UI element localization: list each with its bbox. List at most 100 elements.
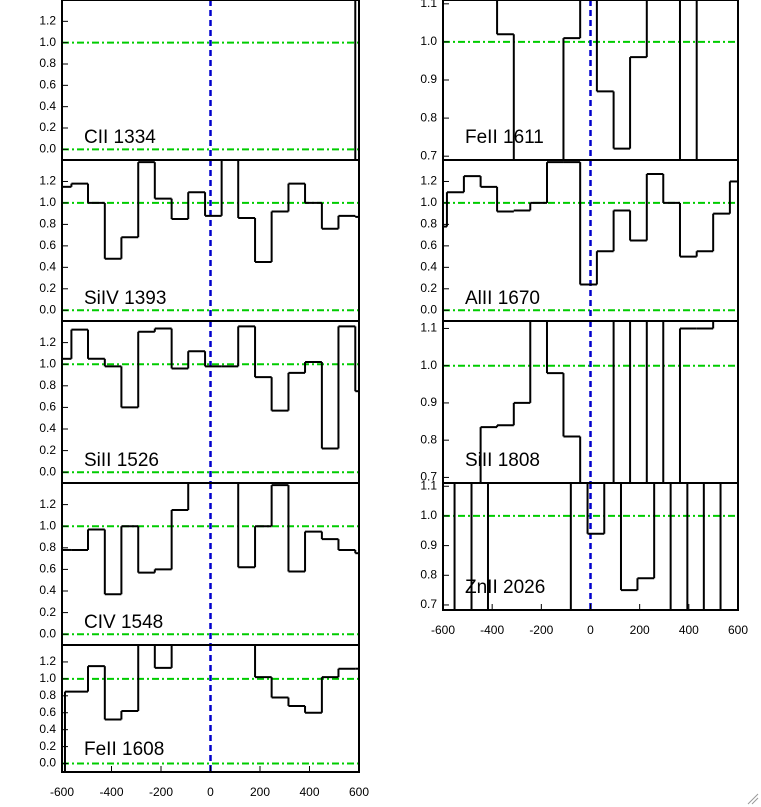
panel-label: FeII 1608: [84, 739, 164, 760]
y-tick-label: 0.8: [420, 217, 437, 231]
x-tick-label: -200: [149, 785, 173, 799]
y-tick-label: 1.2: [39, 174, 56, 188]
y-tick-label: 0.6: [39, 400, 56, 414]
resize-handle: [747, 793, 759, 805]
panel-label: AlII 1670: [465, 288, 540, 309]
plot-area: [62, 483, 359, 645]
y-tick-label: 0.0: [39, 142, 56, 156]
y-tick-label: 0.4: [39, 421, 56, 435]
x-tick-label: 600: [728, 623, 748, 637]
y-tick-label: 0.0: [420, 302, 437, 316]
y-tick-label: 0.2: [39, 739, 56, 753]
y-tick-label: 1.1: [420, 478, 437, 492]
panel-label: ZnII 2026: [465, 577, 545, 598]
y-tick-label: 0.4: [420, 260, 437, 274]
y-tick-label: 1.0: [39, 35, 56, 49]
y-tick-label: 0.2: [420, 281, 437, 295]
y-tick-label: 0.0: [39, 756, 56, 770]
panel-label: FeII 1611: [465, 127, 544, 148]
y-tick-label: 0.4: [39, 722, 56, 736]
x-tick-label: 200: [250, 785, 270, 799]
y-tick-label: 1.1: [420, 0, 437, 10]
plot-area: [62, 321, 359, 483]
x-tick-label: 400: [679, 623, 699, 637]
y-tick-label: 0.0: [39, 464, 56, 478]
y-tick-label: 0.2: [39, 605, 56, 619]
y-tick-label: 1.0: [39, 195, 56, 209]
y-tick-label: 0.8: [39, 56, 56, 70]
y-tick-label: 0.4: [39, 260, 56, 274]
x-tick-label: 0: [587, 623, 594, 637]
panel: 0.7 0.8 0.9 1.0 1.1 -600 -400 -200 0 200 400 600 ZnI…: [420, 478, 748, 637]
y-tick-label: 0.6: [39, 705, 56, 719]
plot-area: [443, 160, 738, 321]
y-tick-label: 0.8: [39, 378, 56, 392]
y-tick-label: 0.7: [420, 597, 437, 611]
panel: 0.0 0.2 0.4 0.6 0.8 1.0 1.2 CIV 1548: [39, 482, 360, 646]
y-tick-label: 1.2: [39, 335, 56, 349]
y-tick-label: 1.2: [39, 497, 56, 511]
panel-label: SiIV 1393: [84, 288, 166, 309]
y-tick-label: 0.9: [420, 395, 437, 409]
panel: 0.7 0.8 0.9 1.0 1.1 FeII 1611: [420, 0, 739, 162]
panel-label: SiII 1526: [84, 450, 159, 471]
panel: 0.0 0.2 0.4 0.6 0.8 1.0 1.2 -600 -400 -200 0 200 400…: [39, 644, 369, 799]
panel: 0.0 0.2 0.4 0.6 0.8 1.0 1.2 CII 1334: [39, 0, 360, 161]
x-tick-label: -600: [50, 785, 74, 799]
plot-area: [443, 0, 738, 160]
plot-area: [443, 483, 738, 610]
y-tick-label: 0.4: [39, 583, 56, 597]
x-tick-label: -200: [529, 623, 553, 637]
x-tick-label: -400: [480, 623, 504, 637]
y-tick-label: 0.4: [39, 99, 56, 113]
y-tick-label: 1.0: [39, 518, 56, 532]
y-tick-label: 0.7: [420, 470, 437, 484]
x-tick-label: -600: [431, 623, 455, 637]
y-tick-label: 0.8: [420, 432, 437, 446]
y-tick-label: 1.1: [420, 321, 437, 335]
y-tick-label: 1.2: [420, 174, 437, 188]
y-tick-label: 0.9: [420, 72, 437, 86]
y-tick-label: 0.6: [420, 238, 437, 252]
y-tick-label: 1.0: [420, 358, 437, 372]
y-tick-label: 1.0: [39, 671, 56, 685]
y-tick-label: 0.6: [39, 78, 56, 92]
x-tick-label: 600: [349, 785, 369, 799]
y-tick-label: 0.8: [420, 110, 437, 124]
panel: 0.7 0.8 0.9 1.0 1.1 SiII 1808: [420, 320, 739, 484]
y-tick-label: 0.2: [39, 443, 56, 457]
x-tick-label: 0: [207, 785, 214, 799]
x-tick-label: 200: [630, 623, 650, 637]
y-tick-label: 1.0: [39, 356, 56, 370]
x-tick-label: -400: [99, 785, 123, 799]
y-tick-label: 0.0: [39, 626, 56, 640]
y-tick-label: 1.0: [420, 195, 437, 209]
plot-area: [62, 0, 359, 160]
y-tick-label: 1.0: [420, 508, 437, 522]
y-tick-label: 0.6: [39, 238, 56, 252]
panel-label: CIV 1548: [84, 612, 163, 633]
y-tick-label: 1.0: [420, 34, 437, 48]
plot-area: [62, 645, 359, 772]
panel: 0.0 0.2 0.4 0.6 0.8 1.0 1.2 SiIV 1393: [39, 159, 360, 322]
y-tick-label: 0.9: [420, 538, 437, 552]
x-tick-label: 400: [299, 785, 319, 799]
panel: 0.0 0.2 0.4 0.6 0.8 1.0 1.2 SiII 1526: [39, 320, 360, 484]
y-tick-label: 0.2: [39, 120, 56, 134]
y-tick-label: 0.2: [39, 281, 56, 295]
y-tick-label: 1.2: [39, 14, 56, 28]
panel: 0.0 0.2 0.4 0.6 0.8 1.0 1.2 AlII 1670: [420, 159, 739, 322]
y-tick-label: 0.0: [39, 302, 56, 316]
y-tick-label: 1.2: [39, 654, 56, 668]
y-tick-label: 0.8: [39, 217, 56, 231]
y-tick-label: 0.8: [39, 688, 56, 702]
plot-area: [62, 160, 359, 321]
plot-area: [443, 321, 738, 483]
panel-label: CII 1334: [84, 127, 156, 148]
panel-label: SiII 1808: [465, 450, 540, 471]
y-tick-label: 0.7: [420, 148, 437, 162]
y-tick-label: 0.6: [39, 562, 56, 576]
y-tick-label: 0.8: [39, 540, 56, 554]
y-tick-label: 0.8: [420, 567, 437, 581]
